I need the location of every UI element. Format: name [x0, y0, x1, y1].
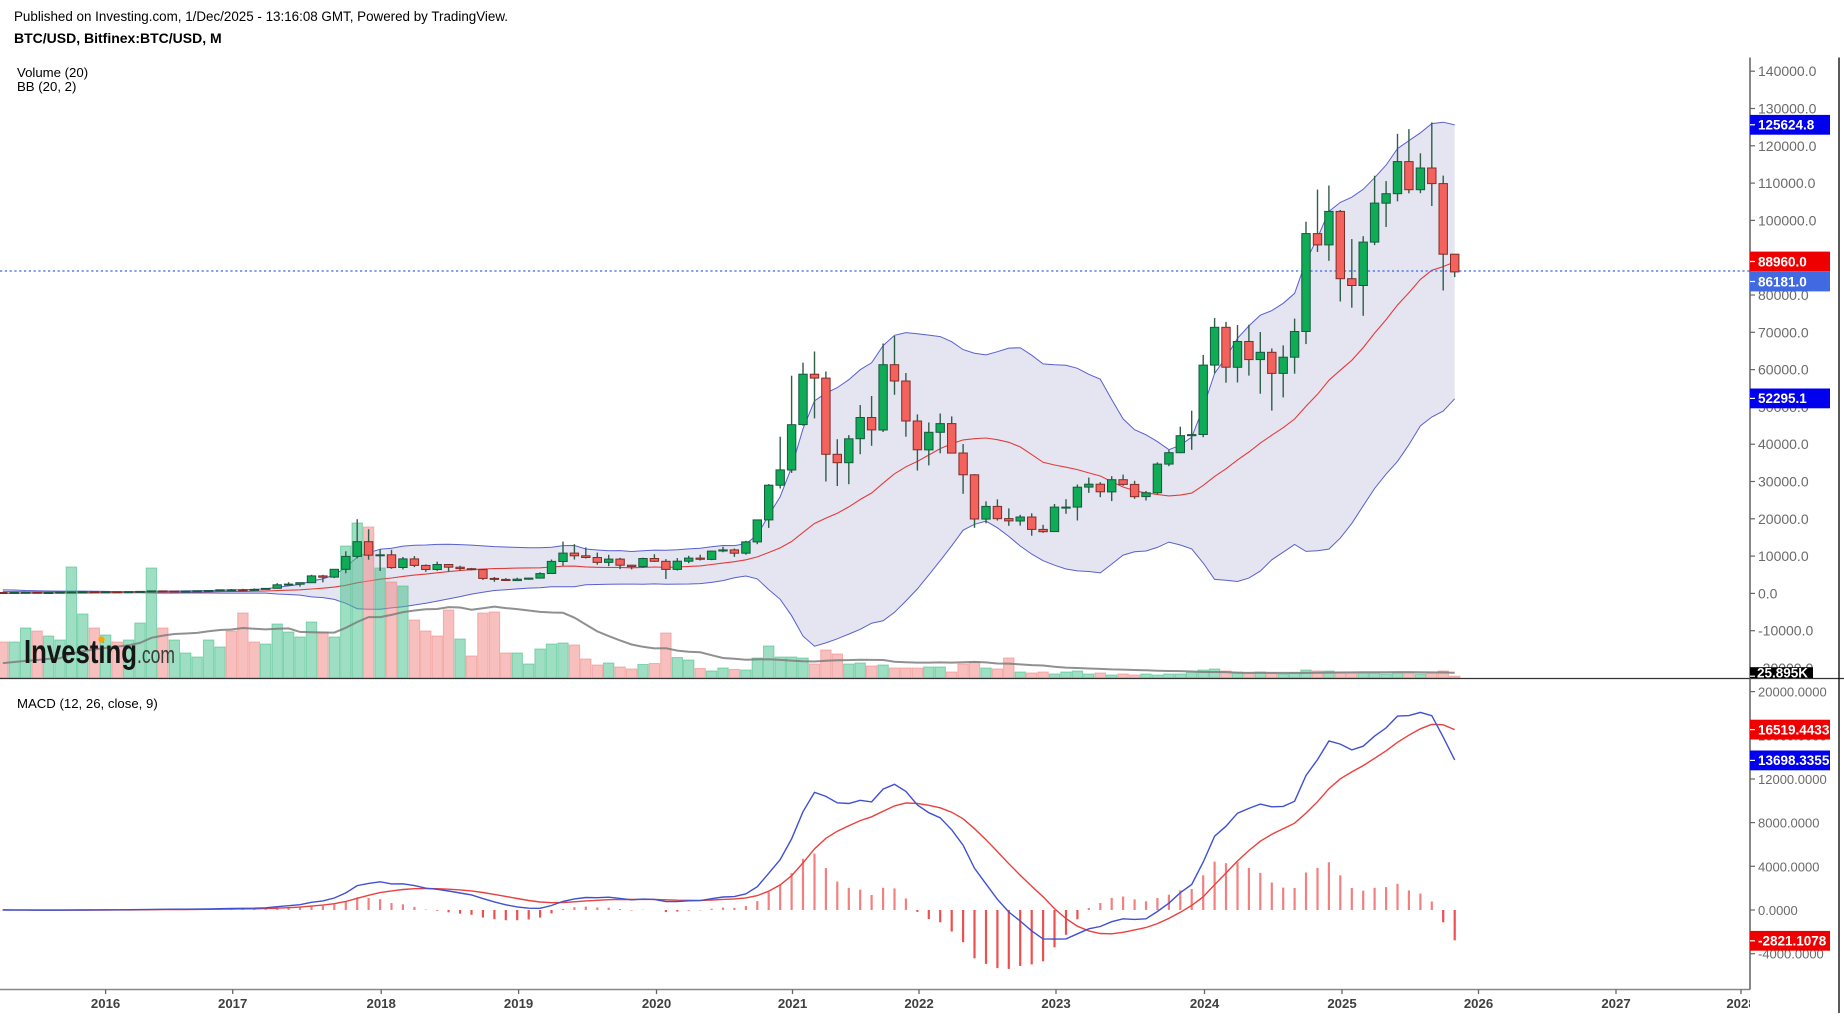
svg-text:Investing: Investing — [24, 633, 137, 670]
svg-text:130000.0: 130000.0 — [1758, 101, 1817, 117]
svg-text:8000.0000: 8000.0000 — [1758, 816, 1819, 831]
svg-text:2019: 2019 — [504, 996, 533, 1011]
svg-text:12000.0000: 12000.0000 — [1758, 772, 1827, 787]
svg-text:-2821.1078: -2821.1078 — [1758, 934, 1827, 949]
svg-text:88960.0: 88960.0 — [1758, 254, 1807, 269]
svg-text:-10000.0: -10000.0 — [1758, 623, 1813, 639]
svg-text:2022: 2022 — [904, 996, 933, 1011]
svg-text:2017: 2017 — [218, 996, 247, 1011]
svg-text:86181.0: 86181.0 — [1758, 274, 1807, 289]
svg-text:2023: 2023 — [1041, 996, 1070, 1011]
svg-text:52295.1: 52295.1 — [1758, 391, 1807, 406]
svg-text:4000.0000: 4000.0000 — [1758, 859, 1819, 874]
svg-text:25.895K: 25.895K — [1757, 665, 1808, 680]
svg-text:60000.0: 60000.0 — [1758, 362, 1809, 378]
svg-text:2027: 2027 — [1601, 996, 1630, 1011]
svg-text:16519.4433: 16519.4433 — [1758, 722, 1830, 737]
svg-text:0.0: 0.0 — [1758, 585, 1778, 601]
svg-text:2020: 2020 — [642, 996, 671, 1011]
svg-text:2026: 2026 — [1464, 996, 1493, 1011]
svg-text:70000.0: 70000.0 — [1758, 324, 1809, 340]
svg-text:MACD (12, 26, close, 9): MACD (12, 26, close, 9) — [17, 696, 158, 711]
svg-text:100000.0: 100000.0 — [1758, 212, 1817, 228]
svg-text:2028: 2028 — [1726, 996, 1755, 1011]
svg-text:2018: 2018 — [367, 996, 396, 1011]
svg-text:2016: 2016 — [91, 996, 120, 1011]
svg-text:0.0000: 0.0000 — [1758, 903, 1798, 918]
svg-text:20000.0: 20000.0 — [1758, 511, 1809, 527]
svg-text:.com: .com — [137, 642, 175, 669]
svg-text:140000.0: 140000.0 — [1758, 63, 1817, 79]
svg-text:2024: 2024 — [1190, 996, 1220, 1011]
svg-text:Published on Investing.com, 1/: Published on Investing.com, 1/Dec/2025 -… — [14, 9, 508, 24]
svg-text:40000.0: 40000.0 — [1758, 436, 1809, 452]
svg-text:125624.8: 125624.8 — [1758, 118, 1815, 133]
svg-text:2025: 2025 — [1327, 996, 1356, 1011]
svg-text:Volume (20): Volume (20) — [17, 65, 88, 80]
svg-text:BTC/USD, Bitfinex:BTC/USD, M: BTC/USD, Bitfinex:BTC/USD, M — [14, 30, 222, 46]
svg-text:13698.3355: 13698.3355 — [1758, 753, 1830, 768]
svg-text:10000.0: 10000.0 — [1758, 548, 1809, 564]
svg-text:120000.0: 120000.0 — [1758, 138, 1817, 154]
svg-text:110000.0: 110000.0 — [1758, 175, 1816, 191]
svg-text:30000.0: 30000.0 — [1758, 474, 1809, 490]
svg-text:2021: 2021 — [778, 996, 807, 1011]
svg-text:BB (20, 2): BB (20, 2) — [17, 79, 76, 94]
svg-text:20000.0000: 20000.0000 — [1758, 685, 1827, 700]
